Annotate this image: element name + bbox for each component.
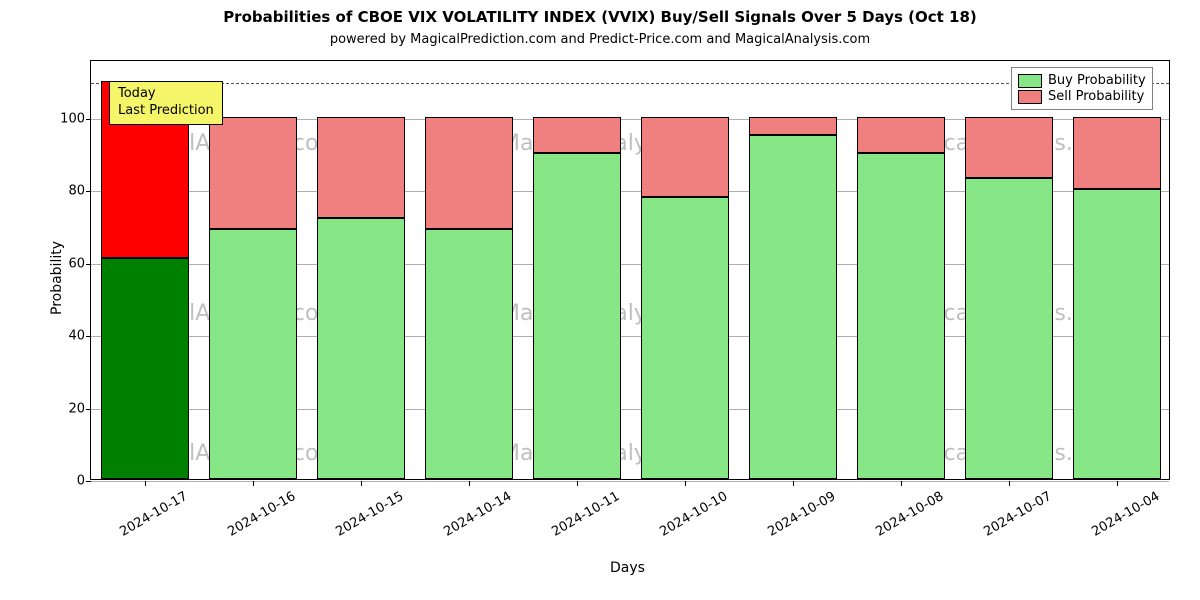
- bar-group: [533, 117, 622, 479]
- bar-sell: [209, 117, 298, 229]
- xtick-label: 2024-10-08: [873, 489, 946, 540]
- bar-sell: [641, 117, 730, 197]
- marker-line: [91, 83, 1169, 84]
- xtick-label: 2024-10-10: [657, 489, 730, 540]
- xtick-label: 2024-10-09: [765, 489, 838, 540]
- xtick-mark: [253, 481, 254, 486]
- bar-group: [857, 117, 946, 479]
- ytick-mark: [86, 409, 91, 410]
- bar-buy: [425, 229, 514, 479]
- chart-title: Probabilities of CBOE VIX VOLATILITY IND…: [0, 8, 1200, 26]
- bar-group: [749, 117, 838, 479]
- xtick-mark: [1117, 481, 1118, 486]
- xtick-label: 2024-10-16: [225, 489, 298, 540]
- bar-group: [317, 117, 406, 479]
- bar-sell: [857, 117, 946, 153]
- legend-item: Buy Probability: [1018, 73, 1146, 88]
- bar-sell: [425, 117, 514, 229]
- legend-label: Sell Probability: [1048, 89, 1144, 104]
- xtick-mark: [685, 481, 686, 486]
- bar-sell: [317, 117, 406, 218]
- bar-group: [425, 117, 514, 479]
- xtick-label: 2024-10-11: [549, 489, 622, 540]
- chart-container: Probabilities of CBOE VIX VOLATILITY IND…: [0, 0, 1200, 600]
- bar-group: [965, 117, 1054, 479]
- bar-buy: [965, 178, 1054, 479]
- bar-sell: [749, 117, 838, 135]
- x-axis-label: Days: [610, 560, 645, 576]
- xtick-label: 2024-10-15: [333, 489, 406, 540]
- legend-swatch: [1018, 90, 1042, 104]
- ytick-label: 20: [68, 401, 85, 416]
- xtick-mark: [793, 481, 794, 486]
- ytick-mark: [86, 191, 91, 192]
- annotation-today: TodayLast Prediction: [109, 81, 223, 125]
- xtick-label: 2024-10-07: [981, 489, 1054, 540]
- xtick-mark: [145, 481, 146, 486]
- xtick-label: 2024-10-14: [441, 489, 514, 540]
- xtick-mark: [577, 481, 578, 486]
- xtick-mark: [901, 481, 902, 486]
- ytick-mark: [86, 336, 91, 337]
- xtick-mark: [1009, 481, 1010, 486]
- bar-buy: [1073, 189, 1162, 479]
- bar-buy: [857, 153, 946, 479]
- chart-subtitle: powered by MagicalPrediction.com and Pre…: [0, 32, 1200, 47]
- bar-buy: [317, 218, 406, 479]
- bar-group: [101, 81, 190, 479]
- annotation-line: Today: [118, 86, 214, 103]
- plot-area: MagicalAnalysis.comMagicalAnalysis.comMa…: [90, 60, 1170, 480]
- legend-swatch: [1018, 74, 1042, 88]
- bar-sell: [1073, 117, 1162, 189]
- ytick-mark: [86, 481, 91, 482]
- legend-item: Sell Probability: [1018, 89, 1146, 104]
- bar-sell: [533, 117, 622, 153]
- bar-group: [641, 117, 730, 479]
- bar-group: [1073, 117, 1162, 479]
- annotation-line: Last Prediction: [118, 103, 214, 120]
- xtick-mark: [469, 481, 470, 486]
- xtick-mark: [361, 481, 362, 486]
- ytick-label: 40: [68, 329, 85, 344]
- bar-buy: [749, 135, 838, 479]
- bar-buy: [101, 258, 190, 479]
- legend-label: Buy Probability: [1048, 73, 1146, 88]
- bar-group: [209, 117, 298, 479]
- bar-sell: [965, 117, 1054, 179]
- ytick-label: 0: [77, 474, 85, 489]
- ytick-label: 80: [68, 184, 85, 199]
- bar-buy: [209, 229, 298, 479]
- bar-buy: [533, 153, 622, 479]
- legend: Buy ProbabilitySell Probability: [1011, 67, 1153, 110]
- bar-buy: [641, 197, 730, 479]
- ytick-mark: [86, 264, 91, 265]
- y-axis-label: Probability: [49, 241, 65, 315]
- ytick-label: 100: [60, 111, 85, 126]
- xtick-label: 2024-10-17: [117, 489, 190, 540]
- xtick-label: 2024-10-04: [1089, 489, 1162, 540]
- ytick-label: 60: [68, 256, 85, 271]
- ytick-mark: [86, 119, 91, 120]
